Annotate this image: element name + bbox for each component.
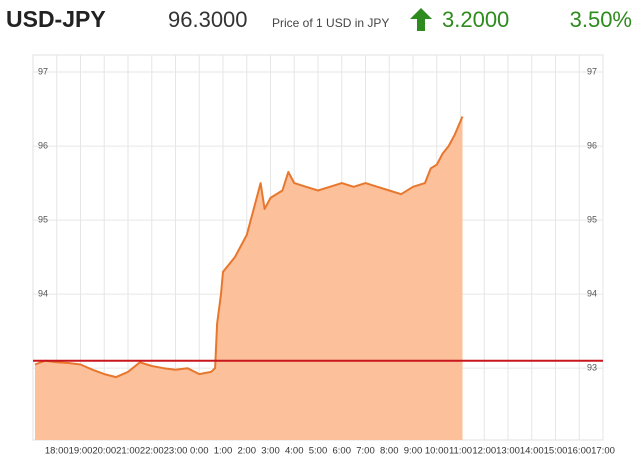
y-tick-label: 93 xyxy=(587,363,597,373)
x-tick-label: 12:00 xyxy=(472,446,496,457)
x-tick-label: 3:00 xyxy=(261,446,280,457)
x-tick-label: 19:00 xyxy=(69,446,93,457)
chart-title: USD-JPY xyxy=(6,6,106,32)
x-tick-label: 6:00 xyxy=(333,446,352,457)
line xyxy=(34,116,464,379)
x-tick-label: 13:00 xyxy=(496,446,520,457)
x-tick-label: 7:00 xyxy=(356,446,375,457)
x-tick-label: 8:00 xyxy=(380,446,399,457)
y-tick-label: 96 xyxy=(587,140,597,150)
x-tick-label: 23:00 xyxy=(164,446,188,457)
x-tick-label: 16:00 xyxy=(567,446,591,457)
y-tick-label: 96 xyxy=(38,140,48,150)
up-arrow xyxy=(410,8,432,31)
y-tick-label: 95 xyxy=(38,214,48,224)
x-tick-label: 1:00 xyxy=(214,446,233,457)
x-tick-label: 18:00 xyxy=(45,446,69,457)
area xyxy=(35,116,463,440)
y-tick-label: 94 xyxy=(587,289,597,299)
change-percent: 3.50% xyxy=(570,7,632,32)
y-tick-label: 97 xyxy=(38,66,48,76)
x-tick-label: 11:00 xyxy=(449,446,472,457)
x-tick-label: 4:00 xyxy=(285,446,304,457)
y-tick-label: 95 xyxy=(587,214,597,224)
x-tick-label: 9:00 xyxy=(404,446,423,457)
x-tick-label: 21:00 xyxy=(116,446,140,457)
x-tick-label: 14:00 xyxy=(520,446,544,457)
x-tick-label: 5:00 xyxy=(309,446,328,457)
price-caption: Price of 1 USD in JPY xyxy=(272,16,389,30)
x-tick-label: 17:00 xyxy=(591,446,615,457)
x-tick-label: 20:00 xyxy=(92,446,116,457)
x-tick-label: 2:00 xyxy=(238,446,257,457)
x-tick-label: 15:00 xyxy=(544,446,568,457)
x-tick-label: 10:00 xyxy=(425,446,449,457)
x-tick-label: 0:00 xyxy=(190,446,209,457)
y-tick-label: 97 xyxy=(587,66,597,76)
y-tick-label: 94 xyxy=(38,289,48,299)
price: 96.3000 xyxy=(168,7,248,32)
change: 3.2000 xyxy=(442,7,509,32)
x-tick-label: 22:00 xyxy=(140,446,164,457)
